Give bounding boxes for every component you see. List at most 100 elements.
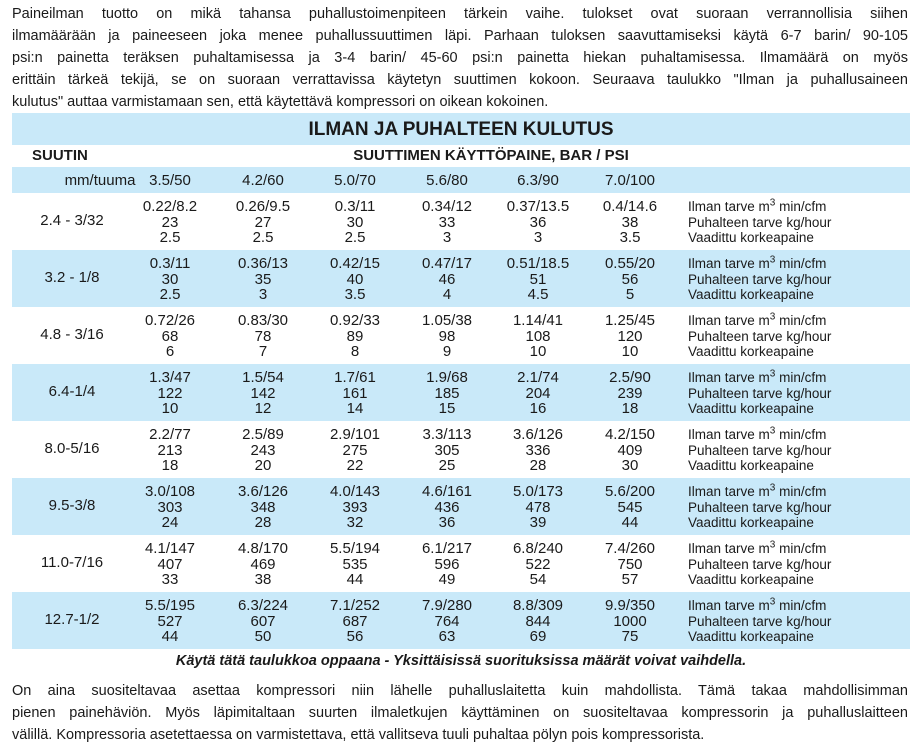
value-cell: 3.0/108 303 24 (125, 484, 215, 531)
table-caption: Käytä tätä taulukkoa oppaana - Yksittäis… (175, 653, 747, 669)
value-cell: 5.6/200 545 44 (585, 484, 675, 531)
compressor-value: 50 (254, 628, 272, 645)
value-cell: 2.9/101 275 22 (310, 427, 400, 474)
table-row: 12.7-1/2 5.5/195 527 44 6.3/224 607 50 7.1/252 6… (12, 592, 910, 649)
pressure-header: SUUTTIMEN KÄYTTÖPAINE, BAR / PSI (353, 147, 629, 164)
compressor-value: 7 (258, 343, 268, 360)
abrasive-value: 607 (250, 612, 276, 630)
compressor-value: 75 (621, 628, 639, 645)
air-demand-label: Ilman tarve m3 min/cfm (688, 255, 831, 272)
air-value: 0.22/8.2 (142, 198, 198, 215)
value-cell: 2.2/77 213 18 (125, 427, 215, 474)
compressor-value: 32 (346, 514, 364, 531)
abrasive-value: 1000 (613, 612, 647, 630)
nozzle-size: 11.0-7/16 (40, 554, 104, 571)
value-cell: 3.3/113 305 25 (402, 427, 492, 474)
value-cell: 0.3/11 30 2.5 (310, 199, 400, 246)
value-cell: 1.05/38 98 9 (402, 313, 492, 360)
compressor-value: 28 (254, 514, 272, 531)
pressure-column-header: 5.0/70 (334, 172, 376, 189)
row-labels: Ilman tarve m3 min/cfm Puhalteen tarve kg… (688, 597, 831, 645)
abrasive-demand-label: Puhalteen tarve kg/hour (688, 214, 832, 230)
air-suffix: min/cfm (775, 313, 827, 328)
compressor-value: 28 (529, 457, 547, 474)
abrasive-value: 213 (157, 441, 183, 459)
air-value: 5.0/173 (512, 483, 564, 500)
compressor-value: 22 (346, 457, 364, 474)
abrasive-value: 687 (342, 612, 368, 630)
air-value: 0.3/11 (149, 255, 191, 272)
abrasive-value: 89 (346, 327, 364, 345)
compressor-value: 16 (529, 400, 547, 417)
air-value: 6.3/224 (237, 597, 289, 614)
value-cell: 0.83/30 78 7 (218, 313, 308, 360)
air-value: 1.14/41 (512, 312, 564, 329)
value-cell: 3.6/126 348 28 (218, 484, 308, 531)
air-value: 2.5/89 (242, 426, 284, 443)
compressor-value: 39 (529, 514, 547, 531)
air-value: 0.55/20 (604, 255, 656, 272)
air-value: 4.6/161 (421, 483, 473, 500)
paragraph-line: psi:n painetta teräksen puhaltamisessa j… (12, 50, 908, 66)
abrasive-value: 348 (250, 498, 276, 516)
compressor-value: 8 (350, 343, 360, 360)
row-labels: Ilman tarve m3 min/cfm Puhalteen tarve kg… (688, 483, 831, 531)
nozzle-size: 3.2 - 1/8 (44, 269, 100, 286)
compressor-value: 14 (346, 400, 364, 417)
abrasive-value: 23 (161, 213, 179, 231)
value-cell: 4.1/147 407 33 (125, 541, 215, 588)
compressor-value: 10 (621, 343, 639, 360)
value-cell: 5.5/194 535 44 (310, 541, 400, 588)
abrasive-value: 243 (250, 441, 276, 459)
value-cell: 0.22/8.2 23 2.5 (125, 199, 215, 246)
air-value: 3.6/126 (237, 483, 289, 500)
value-cell: 1.14/41 108 10 (493, 313, 583, 360)
air-prefix: Ilman tarve m (688, 256, 770, 271)
abrasive-value: 142 (250, 384, 276, 402)
abrasive-value: 844 (525, 612, 551, 630)
air-value: 4.1/147 (144, 540, 196, 557)
abrasive-value: 98 (438, 327, 456, 345)
compressor-value: 3.5 (619, 229, 641, 246)
compressor-value: 2.5 (252, 229, 274, 246)
compressor-value: 4 (442, 286, 452, 303)
pressure-column-header: 5.6/80 (426, 172, 468, 189)
air-sup: 3 (769, 368, 776, 380)
compressor-value: 33 (161, 571, 179, 588)
air-value: 0.4/14.6 (602, 198, 658, 215)
value-cell: 6.8/240 522 54 (493, 541, 583, 588)
paragraph-line: On aina suositeltavaa asettaa kompressor… (12, 683, 908, 699)
abrasive-value: 764 (434, 612, 460, 630)
abrasive-value: 27 (254, 213, 272, 231)
nozzle-size: 12.7-1/2 (44, 611, 100, 628)
value-cell: 0.36/13 35 3 (218, 256, 308, 303)
air-value: 0.47/17 (421, 255, 473, 272)
table-row: 3.2 - 1/8 0.3/11 30 2.5 0.36/13 35 3 0.42/15 40 3… (12, 250, 910, 307)
compressor-value: 5 (625, 286, 635, 303)
air-value: 0.36/13 (237, 255, 289, 272)
abrasive-demand-label: Puhalteen tarve kg/hour (688, 385, 832, 401)
value-cell: 1.9/68 185 15 (402, 370, 492, 417)
value-cell: 0.3/11 30 2.5 (125, 256, 215, 303)
value-cell: 4.8/170 469 38 (218, 541, 308, 588)
consumption-table: ILMAN JA PUHALTEEN KULUTUS SUUTIN SUUTTI… (12, 113, 910, 671)
value-cell: 1.3/47 122 10 (125, 370, 215, 417)
air-value: 8.8/309 (512, 597, 564, 614)
air-demand-label: Ilman tarve m3 min/cfm (688, 368, 831, 386)
table-row: 8.0-5/16 2.2/77 213 18 2.5/89 243 20 2.9/101 275… (12, 421, 910, 478)
compressor-label: Vaadittu korkeapaine (688, 458, 814, 473)
air-demand-label: Ilman tarve m3 min/cfm (688, 198, 831, 215)
compressor-value: 44 (621, 514, 639, 531)
value-cell: 1.25/45 120 10 (585, 313, 675, 360)
paragraph-line: kulutus" auttaa varmistamaan sen, että k… (12, 94, 549, 110)
abrasive-value: 305 (434, 441, 460, 459)
value-cell: 4.6/161 436 36 (402, 484, 492, 531)
compressor-value: 10 (529, 343, 547, 360)
compressor-value: 3 (442, 229, 452, 246)
row-labels: Ilman tarve m3 min/cfm Puhalteen tarve kg… (688, 312, 831, 360)
compressor-value: 25 (438, 457, 456, 474)
air-value: 3.3/113 (422, 426, 472, 443)
abrasive-value: 596 (434, 555, 460, 573)
unit-label: mm/tuuma (64, 172, 136, 189)
row-labels: Ilman tarve m3 min/cfm Puhalteen tarve kg… (688, 198, 832, 246)
